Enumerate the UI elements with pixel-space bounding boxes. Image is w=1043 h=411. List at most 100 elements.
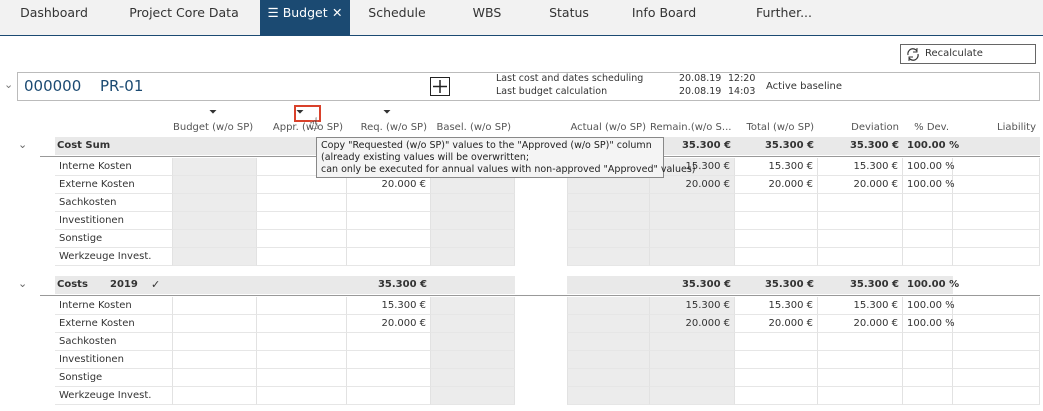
tab-label: WBS <box>472 5 502 20</box>
cell <box>953 387 1040 405</box>
tab[interactable]: Dashboard <box>0 0 108 36</box>
cell: 20.000 € <box>735 176 818 194</box>
section-cell: 100.00 % <box>907 140 960 151</box>
cell <box>650 351 735 369</box>
filter-highlight <box>294 105 321 122</box>
cell <box>173 297 257 315</box>
cell <box>347 351 431 369</box>
info-date: 20.08.19 <box>679 73 722 84</box>
cell <box>431 230 515 248</box>
section-cell: 100.00 % <box>907 279 960 290</box>
cell: 100.00 % <box>903 158 955 176</box>
cell <box>650 194 735 212</box>
collapse-chevron[interactable]: ⌄ <box>4 78 14 91</box>
cell <box>818 194 903 212</box>
cell <box>173 351 257 369</box>
tab[interactable]: ☰ Budget ✕ <box>260 0 350 36</box>
cell <box>347 230 431 248</box>
cell: 15.300 € <box>650 297 735 315</box>
cell <box>173 194 257 212</box>
tab[interactable]: Info Board <box>608 0 720 36</box>
tab[interactable]: Status <box>530 0 608 36</box>
cell <box>735 194 818 212</box>
section-background <box>567 276 953 294</box>
cell <box>567 369 650 387</box>
cell: 20.000 € <box>818 315 903 333</box>
row-label: Werkzeuge Invest. <box>55 387 173 405</box>
cell <box>567 387 650 405</box>
cell <box>257 387 347 405</box>
row-label: Interne Kosten <box>55 158 173 176</box>
column-header: Appr. (w/o SP) <box>272 122 343 133</box>
approved-check[interactable]: ✓ <box>151 278 161 291</box>
tooltip: Copy "Requested (w/o SP)" values to the … <box>316 137 695 178</box>
cell <box>347 194 431 212</box>
section-label: Cost Sum <box>57 140 111 151</box>
cell <box>818 212 903 230</box>
column-header: Basel. (w/o SP) <box>436 122 511 133</box>
tab[interactable]: WBS <box>444 0 530 36</box>
cell <box>567 194 650 212</box>
cell: 20.000 € <box>650 315 735 333</box>
cell <box>818 230 903 248</box>
cell <box>173 230 257 248</box>
info-time: 12:20 <box>728 73 756 84</box>
cell <box>567 351 650 369</box>
cell <box>903 194 953 212</box>
cell: 15.300 € <box>650 158 735 176</box>
section-background <box>55 276 515 294</box>
tooltip-line: (already existing values will be overwri… <box>321 152 530 163</box>
tab-bar <box>0 0 1043 36</box>
cell <box>257 351 347 369</box>
tab[interactable]: Further... <box>720 0 848 36</box>
filter-icon[interactable]: ⏷ <box>296 107 304 118</box>
section-cell: 35.300 € <box>764 140 814 151</box>
tab-label: Schedule <box>368 5 426 20</box>
tab[interactable]: Project Core Data <box>108 0 260 36</box>
section-cell: 35.300 € <box>764 279 814 290</box>
filter-icon[interactable]: ⏷ <box>383 107 391 118</box>
column-header: Actual (w/o SP) <box>570 122 646 133</box>
add-icon[interactable] <box>430 77 451 97</box>
cell <box>257 369 347 387</box>
close-icon[interactable]: ✕ <box>327 5 343 20</box>
row-label: Sonstige <box>55 230 173 248</box>
cell <box>650 387 735 405</box>
cell <box>257 230 347 248</box>
project-name: PR-01 <box>100 77 144 95</box>
cell <box>818 351 903 369</box>
row-label: Werkzeuge Invest. <box>55 248 173 266</box>
cell <box>257 333 347 351</box>
cell <box>650 230 735 248</box>
cell: 15.300 € <box>735 297 818 315</box>
filter-icon[interactable]: ⏷ <box>209 107 217 118</box>
tab[interactable]: Schedule <box>350 0 444 36</box>
tab-label: Dashboard <box>20 5 88 20</box>
cell <box>735 212 818 230</box>
cell <box>173 387 257 405</box>
cell <box>173 158 257 176</box>
section-chevron[interactable]: ⌄ <box>18 138 28 151</box>
cell <box>818 248 903 266</box>
row-label: Sachkosten <box>55 333 173 351</box>
cell <box>431 176 515 194</box>
project-number: 000000 <box>24 77 82 95</box>
column-header: Req. (w/o SP) <box>360 122 427 133</box>
cell <box>431 194 515 212</box>
spacer <box>0 405 1043 411</box>
cell <box>257 297 347 315</box>
cell <box>953 351 1040 369</box>
menu-icon: ☰ <box>267 5 283 20</box>
cell <box>735 248 818 266</box>
cell <box>567 176 650 194</box>
info-label: Last cost and dates scheduling <box>496 73 644 84</box>
section-cell: 35.300 € <box>681 140 731 151</box>
recalculate-button[interactable]: Recalculate <box>900 44 1036 64</box>
cell <box>173 248 257 266</box>
section-chevron[interactable]: ⌄ <box>18 277 28 290</box>
cell <box>953 212 1040 230</box>
cell <box>735 351 818 369</box>
cell <box>953 194 1040 212</box>
section-year: 2019 <box>110 279 138 290</box>
